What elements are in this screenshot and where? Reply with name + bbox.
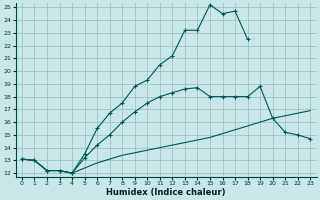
X-axis label: Humidex (Indice chaleur): Humidex (Indice chaleur) xyxy=(106,188,226,197)
